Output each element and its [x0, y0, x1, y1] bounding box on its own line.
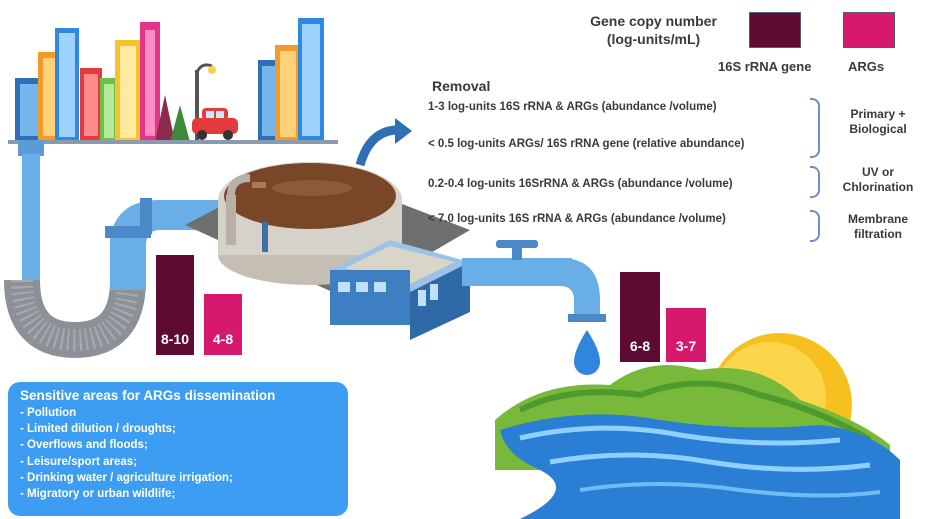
list-item: - Migratory or urban wildlife;: [20, 488, 176, 501]
legend-title-line2: (log-units/mL): [606, 31, 701, 47]
legend-label-args: ARGs: [848, 59, 885, 74]
bracket-uv: [810, 166, 820, 198]
bar-effluent-args-value: 3-7: [675, 338, 697, 354]
list-item: - Pollution: [20, 407, 77, 419]
bar-effluent-args: 3-7: [666, 308, 706, 362]
pipe-icon: [4, 140, 230, 359]
bar-effluent-rrna-value: 6-8: [629, 338, 651, 354]
list-item: - Drinking water / agriculture irrigatio…: [20, 471, 233, 484]
list-item: - Limited dilution / droughts;: [20, 423, 176, 436]
treatment-uv-line2: Chlorination: [842, 180, 914, 194]
sensitive-areas-title: Sensitive areas for ARGs dissemination: [20, 388, 276, 403]
bar-influent-rrna-value: 8-10: [160, 331, 190, 347]
bracket-primary: [810, 98, 820, 158]
legend-title-line1: Gene copy number: [590, 13, 717, 29]
list-item: - Leisure/sport areas;: [20, 455, 137, 468]
list-item: - Overflows and floods;: [20, 439, 148, 452]
bar-influent-args: 4-8: [204, 294, 242, 355]
bar-influent-args-value: 4-8: [212, 331, 234, 347]
treatment-membrane-line1: Membrane: [847, 212, 909, 226]
legend-swatch-rrna: [749, 12, 801, 48]
removal-row-1: 1-3 log-units 16S rRNA & ARGs (abundance…: [428, 101, 717, 113]
treatment-primary-line2: Biological: [849, 122, 907, 136]
removal-row-4: < 7.0 log-units 16S rRNA & ARGs (abundan…: [428, 213, 726, 225]
water-drop-icon: [574, 330, 600, 375]
street-lamp-icon: [195, 63, 216, 142]
car-icon: [192, 108, 238, 140]
treatment-membrane: Membrane filtration: [834, 212, 922, 242]
arrow-icon: [355, 118, 412, 167]
bracket-membrane: [810, 210, 820, 242]
bar-effluent-rrna: 6-8: [620, 272, 660, 362]
legend-label-rrna: 16S rRNA gene: [718, 59, 812, 74]
tap-icon: [462, 240, 606, 322]
sensitive-areas-list: - Pollution - Limited dilution / drought…: [8, 405, 348, 502]
removal-row-3: 0.2-0.4 log-units 16SrRNA & ARGs (abunda…: [428, 178, 733, 190]
treatment-uv-line1: UV or: [861, 165, 894, 179]
sensitive-areas-box: Sensitive areas for ARGs dissemination -…: [8, 382, 348, 516]
treatment-uv: UV or Chlorination: [830, 165, 926, 195]
bar-influent-rrna: 8-10: [156, 255, 194, 355]
city-icon: [15, 18, 324, 143]
building-icon: [330, 240, 470, 340]
removal-heading: Removal: [432, 78, 491, 94]
treatment-membrane-line2: filtration: [854, 227, 902, 241]
river-icon: [495, 365, 900, 519]
removal-row-2: < 0.5 log-units ARGs/ 16S rRNA gene (rel…: [428, 138, 745, 150]
treatment-primary-line1: Primary +: [850, 107, 906, 121]
treatment-primary: Primary + Biological: [834, 107, 922, 137]
legend-swatch-args: [843, 12, 895, 48]
